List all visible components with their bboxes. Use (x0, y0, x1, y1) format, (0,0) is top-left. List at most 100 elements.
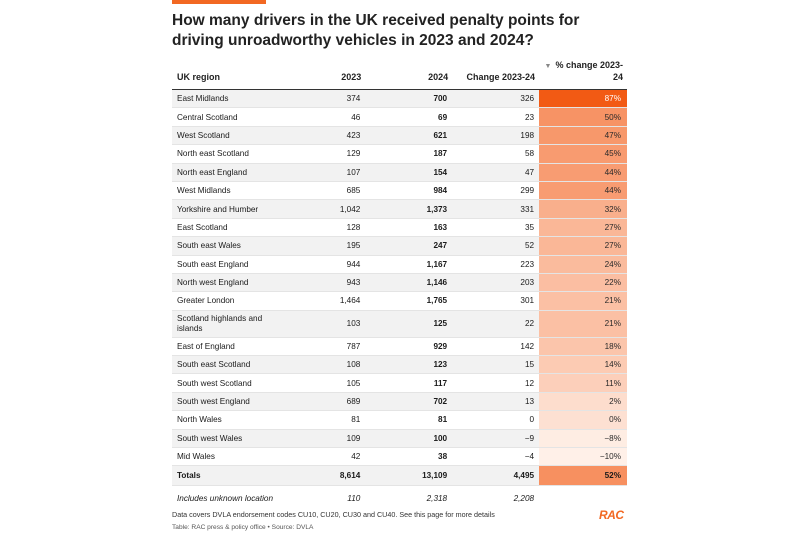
table-row: South west Wales 109 100 −9 −8% (172, 429, 627, 449)
cell-2023: 943 (288, 273, 366, 293)
cell-2024: 984 (365, 181, 453, 201)
table-row: South east Wales 195 247 52 27% (172, 236, 627, 256)
cell-2023: 685 (288, 181, 366, 201)
cell-pct-change: 0% (539, 410, 627, 430)
footnote: Data covers DVLA endorsement codes CU10,… (172, 510, 495, 519)
cell-region: North west England (172, 273, 289, 293)
cell-2023: 689 (288, 392, 366, 412)
table-row: South east Scotland 108 123 15 14% (172, 355, 627, 375)
cell-region: South west Scotland (172, 373, 289, 393)
cell-region: South west England (172, 392, 289, 412)
cell-change: 0 (452, 410, 540, 430)
cell-2023: 42 (288, 447, 366, 467)
cell-change: 22 (452, 310, 540, 338)
column-header-pct-change[interactable]: ▼% change 2023-24 (539, 60, 627, 90)
cell-pct-change: 11% (539, 373, 627, 393)
table-row: Scotland highlands and islands 103 125 22 21… (172, 310, 627, 338)
cell-region: Greater London (172, 291, 289, 311)
cell-change: 198 (452, 126, 540, 146)
cell-2024: 1,167 (365, 255, 453, 274)
cell-pct-change: 44% (539, 163, 627, 182)
pct-header-label: % change 2023-24 (555, 60, 623, 82)
table-row: Mid Wales 42 38 −4 −10% (172, 447, 627, 467)
table-row: North east Scotland 129 187 58 45% (172, 144, 627, 164)
table-row: North east England 107 154 47 44% (172, 163, 627, 182)
rac-logo: RAC (599, 508, 624, 522)
cell-pct-change: 2% (539, 392, 627, 412)
cell-2023: 1,042 (288, 199, 366, 219)
cell-change: 15 (452, 355, 540, 375)
cell-2024: 1,765 (365, 291, 453, 311)
cell-2024: 187 (365, 144, 453, 164)
cell-2023: 374 (288, 89, 366, 109)
cell-2023: 787 (288, 337, 366, 357)
cell-2023: 81 (288, 410, 366, 430)
cell-change: 47 (452, 163, 540, 182)
cell-region: Includes unknown location (172, 485, 289, 513)
cell-pct-change: 21% (539, 310, 627, 338)
cell-pct-change: 27% (539, 218, 627, 238)
cell-pct-change: 27% (539, 236, 627, 256)
cell-region: Yorkshire and Humber (172, 199, 289, 219)
cell-2023: 103 (288, 310, 366, 338)
table-row: North west England 943 1,146 203 22% (172, 273, 627, 293)
cell-change: 301 (452, 291, 540, 311)
table-row: West Scotland 423 621 198 47% (172, 126, 627, 146)
table-row: East of England 787 929 142 18% (172, 337, 627, 357)
cell-2023: 8,614 (288, 465, 366, 487)
cell-2024: 38 (365, 447, 453, 467)
table-row: South west Scotland 105 117 12 11% (172, 373, 627, 393)
cell-2023: 128 (288, 218, 366, 238)
table-row: North Wales 81 81 0 0% (172, 410, 627, 430)
cell-2023: 423 (288, 126, 366, 146)
cell-2024: 2,318 (365, 485, 453, 513)
cell-2024: 702 (365, 392, 453, 412)
cell-2024: 929 (365, 337, 453, 357)
cell-2024: 700 (365, 89, 453, 109)
cell-pct-change: 52% (539, 465, 627, 487)
cell-2023: 944 (288, 255, 366, 274)
cell-region: North Wales (172, 410, 289, 430)
cell-change: 12 (452, 373, 540, 393)
cell-change: 23 (452, 107, 540, 127)
table-row: Yorkshire and Humber 1,042 1,373 331 32% (172, 199, 627, 219)
table-row: South west England 689 702 13 2% (172, 392, 627, 412)
cell-change: 223 (452, 255, 540, 274)
cell-region: East Midlands (172, 89, 289, 109)
cell-region: Central Scotland (172, 107, 289, 127)
cell-2024: 13,109 (365, 465, 453, 487)
data-table: UK region 2023 2024 Change 2023-24 ▼% ch… (172, 60, 627, 513)
table-row: Central Scotland 46 69 23 50% (172, 107, 627, 127)
cell-2023: 46 (288, 107, 366, 127)
cell-2023: 108 (288, 355, 366, 375)
totals-row: Totals 8,614 13,109 4,495 52% (172, 465, 627, 487)
cell-region: East of England (172, 337, 289, 357)
cell-change: 331 (452, 199, 540, 219)
cell-2024: 69 (365, 107, 453, 127)
cell-2024: 117 (365, 373, 453, 393)
cell-pct-change: 45% (539, 144, 627, 164)
cell-pct-change: 14% (539, 355, 627, 375)
cell-2024: 247 (365, 236, 453, 256)
cell-region: Mid Wales (172, 447, 289, 467)
table-row: East Midlands 374 700 326 87% (172, 89, 627, 109)
cell-change: 52 (452, 236, 540, 256)
cell-region: South west Wales (172, 429, 289, 449)
header-row: UK region 2023 2024 Change 2023-24 ▼% ch… (172, 60, 627, 90)
accent-bar (172, 0, 266, 4)
cell-2024: 163 (365, 218, 453, 238)
cell-pct-change: 47% (539, 126, 627, 146)
cell-change: 326 (452, 89, 540, 109)
cell-2023: 195 (288, 236, 366, 256)
cell-pct-change: 24% (539, 255, 627, 274)
cell-2023: 110 (288, 485, 366, 513)
cell-change: 58 (452, 144, 540, 164)
cell-change: 142 (452, 337, 540, 357)
table-row: East Scotland 128 163 35 27% (172, 218, 627, 238)
column-header-2023: 2023 (341, 72, 362, 82)
cell-2024: 1,146 (365, 273, 453, 293)
cell-pct-change: −10% (539, 447, 627, 467)
cell-pct-change: 21% (539, 291, 627, 311)
cell-2024: 125 (365, 310, 453, 338)
cell-pct-change-empty (539, 485, 627, 513)
